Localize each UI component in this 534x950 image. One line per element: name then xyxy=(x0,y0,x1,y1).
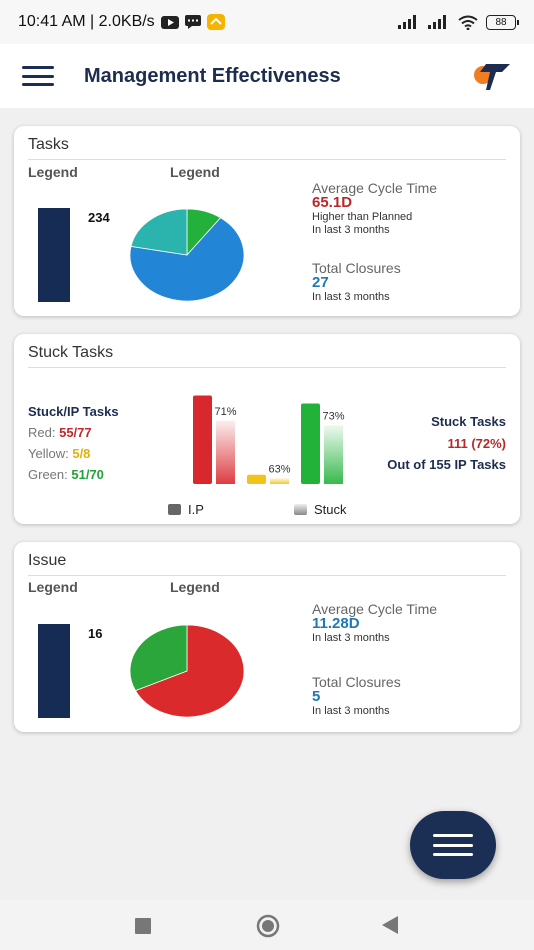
legend-swatch-ip xyxy=(168,504,181,515)
stuck-green-row: Green: 51/70 xyxy=(28,467,104,482)
message-icon xyxy=(184,15,201,29)
bar-stuck-red xyxy=(216,420,235,484)
legend-swatch-stuck xyxy=(294,504,307,515)
yellow-value: 5/8 xyxy=(72,446,91,461)
app-bar: Management Effectiveness xyxy=(0,44,534,108)
pie-slice xyxy=(134,624,245,718)
legend-ip: I.P xyxy=(188,502,204,517)
divider xyxy=(28,575,506,576)
menu-icon xyxy=(433,834,473,856)
pie-slice xyxy=(130,217,245,302)
divider xyxy=(28,159,506,160)
stuck-tasks-card: Stuck Tasks Stuck/IP Tasks Red: 55/77 Ye… xyxy=(14,334,520,524)
closures-period: In last 3 months xyxy=(312,291,390,303)
avg-cycle-note: Higher than Planned xyxy=(312,211,413,223)
recent-apps-icon[interactable] xyxy=(135,918,151,934)
youtube-icon xyxy=(160,15,179,29)
red-label: Red: xyxy=(28,425,56,440)
tasks-bar xyxy=(38,208,70,302)
yellow-label: Yellow: xyxy=(28,446,69,461)
tasks-title: Tasks xyxy=(28,136,69,153)
legend-label: Legend xyxy=(28,579,78,595)
closures-label: Total Closures xyxy=(312,674,401,690)
avg-cycle-value: 11.28D xyxy=(312,615,360,632)
back-icon[interactable] xyxy=(382,916,400,934)
closures-period: In last 3 months xyxy=(312,705,390,717)
page-title: Management Effectiveness xyxy=(84,64,341,87)
app-logo xyxy=(474,64,510,90)
closures-value: 5 xyxy=(312,688,321,705)
green-value: 51/70 xyxy=(71,467,104,482)
legend-label: Legend xyxy=(170,164,220,180)
stuck-right-heading: Stuck Tasks xyxy=(431,414,506,429)
battery-level: 88 xyxy=(495,16,507,28)
pie-slice xyxy=(130,208,188,256)
bar-label: 71% xyxy=(214,406,236,418)
stuck-heading: Stuck/IP Tasks xyxy=(28,404,119,419)
signal-icon-2 xyxy=(428,15,446,29)
legend-label: Legend xyxy=(28,164,78,180)
issue-title: Issue xyxy=(28,552,67,569)
menu-fab-button[interactable] xyxy=(410,811,496,879)
bar-label: 63% xyxy=(268,463,290,475)
bar-ip-red xyxy=(193,395,212,484)
status-bar: 10:41 AM | 2.0KB/s 88 xyxy=(0,0,534,44)
system-nav-bar xyxy=(0,900,534,950)
signal-icon xyxy=(398,15,416,29)
avg-cycle-period: In last 3 months xyxy=(312,632,390,644)
bar-stuck-green xyxy=(324,425,343,484)
issue-bar-count: 16 xyxy=(88,626,103,641)
closures-value: 27 xyxy=(312,274,329,291)
bar-ip-green xyxy=(301,403,320,484)
tasks-pie-chart xyxy=(130,208,245,302)
closures-label: Total Closures xyxy=(312,260,401,276)
red-value: 55/77 xyxy=(59,425,92,440)
stuck-yellow-row: Yellow: 5/8 xyxy=(28,446,90,461)
stuck-title: Stuck Tasks xyxy=(28,344,114,361)
issue-pie-chart xyxy=(130,624,245,718)
pie-slice xyxy=(130,624,188,692)
notification-icon xyxy=(206,14,225,30)
issue-bar xyxy=(38,624,70,718)
avg-cycle-value: 65.1D xyxy=(312,194,353,211)
avg-cycle-label: Average Cycle Time xyxy=(312,180,438,196)
home-icon[interactable] xyxy=(255,914,281,938)
battery-icon: 88 xyxy=(486,14,519,30)
avg-cycle-label: Average Cycle Time xyxy=(312,601,438,617)
legend-stuck: Stuck xyxy=(314,502,347,517)
legend-label: Legend xyxy=(170,579,220,595)
tasks-bar-count: 234 xyxy=(88,210,110,225)
tasks-card: Tasks Legend Legend 234 Average Cycle Ti… xyxy=(14,126,520,316)
bar-stuck-yellow xyxy=(270,478,289,484)
menu-icon[interactable] xyxy=(22,66,54,86)
wifi-icon xyxy=(458,15,478,30)
stuck-right-sub: Out of 155 IP Tasks xyxy=(387,457,506,472)
stuck-red-row: Red: 55/77 xyxy=(28,425,92,440)
bar-label: 73% xyxy=(322,410,344,422)
bar-ip-yellow xyxy=(247,474,266,484)
stuck-bar-chart: 71% 63% 73% xyxy=(193,395,345,484)
divider xyxy=(28,367,506,368)
green-label: Green: xyxy=(28,467,68,482)
issue-card: Issue Legend Legend 16 Average Cycle Tim… xyxy=(14,542,520,732)
status-time: 10:41 AM | 2.0KB/s xyxy=(18,13,155,30)
stuck-right-value: 111 (72%) xyxy=(447,436,506,451)
avg-cycle-period: In last 3 months xyxy=(312,224,390,236)
